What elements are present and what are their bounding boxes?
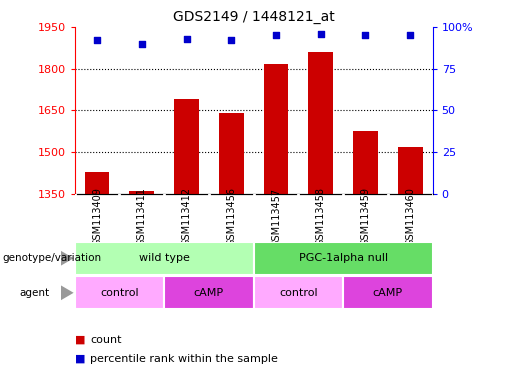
Text: GSM113460: GSM113460 [405, 187, 415, 247]
Point [272, 32, 280, 38]
Text: GSM113459: GSM113459 [360, 187, 370, 247]
Text: GSM113409: GSM113409 [92, 187, 102, 247]
Text: ■: ■ [75, 354, 85, 364]
Bar [353, 131, 378, 194]
Bar [308, 52, 333, 194]
Text: PGC-1alpha null: PGC-1alpha null [299, 253, 388, 263]
Text: GSM113456: GSM113456 [226, 187, 236, 247]
Point [93, 37, 101, 43]
Text: GSM113411: GSM113411 [137, 187, 147, 247]
Text: control: control [279, 288, 318, 298]
Point [406, 32, 415, 38]
Text: ■: ■ [75, 335, 85, 345]
Bar [343, 276, 433, 309]
Bar [85, 172, 109, 194]
Text: GSM113457: GSM113457 [271, 187, 281, 247]
Text: GSM113412: GSM113412 [181, 187, 192, 247]
Bar [75, 242, 253, 275]
Bar [253, 276, 343, 309]
Text: agent: agent [20, 288, 49, 298]
Bar [219, 113, 244, 194]
Text: cAMP: cAMP [194, 288, 224, 298]
Bar [264, 65, 288, 194]
Polygon shape [61, 251, 74, 266]
Text: control: control [100, 288, 139, 298]
Point [317, 30, 325, 36]
Bar [129, 191, 154, 194]
Point [362, 32, 370, 38]
Text: GSM113458: GSM113458 [316, 187, 326, 247]
Point [182, 35, 191, 41]
Text: wild type: wild type [139, 253, 190, 263]
Title: GDS2149 / 1448121_at: GDS2149 / 1448121_at [173, 10, 335, 25]
Point [138, 40, 146, 46]
Bar [164, 276, 253, 309]
Bar [75, 276, 164, 309]
Bar [174, 99, 199, 194]
Point [227, 37, 235, 43]
Text: genotype/variation: genotype/variation [3, 253, 101, 263]
Text: percentile rank within the sample: percentile rank within the sample [90, 354, 278, 364]
Text: count: count [90, 335, 122, 345]
Bar [398, 147, 422, 194]
Polygon shape [61, 285, 74, 300]
Bar [253, 242, 433, 275]
Text: cAMP: cAMP [373, 288, 403, 298]
